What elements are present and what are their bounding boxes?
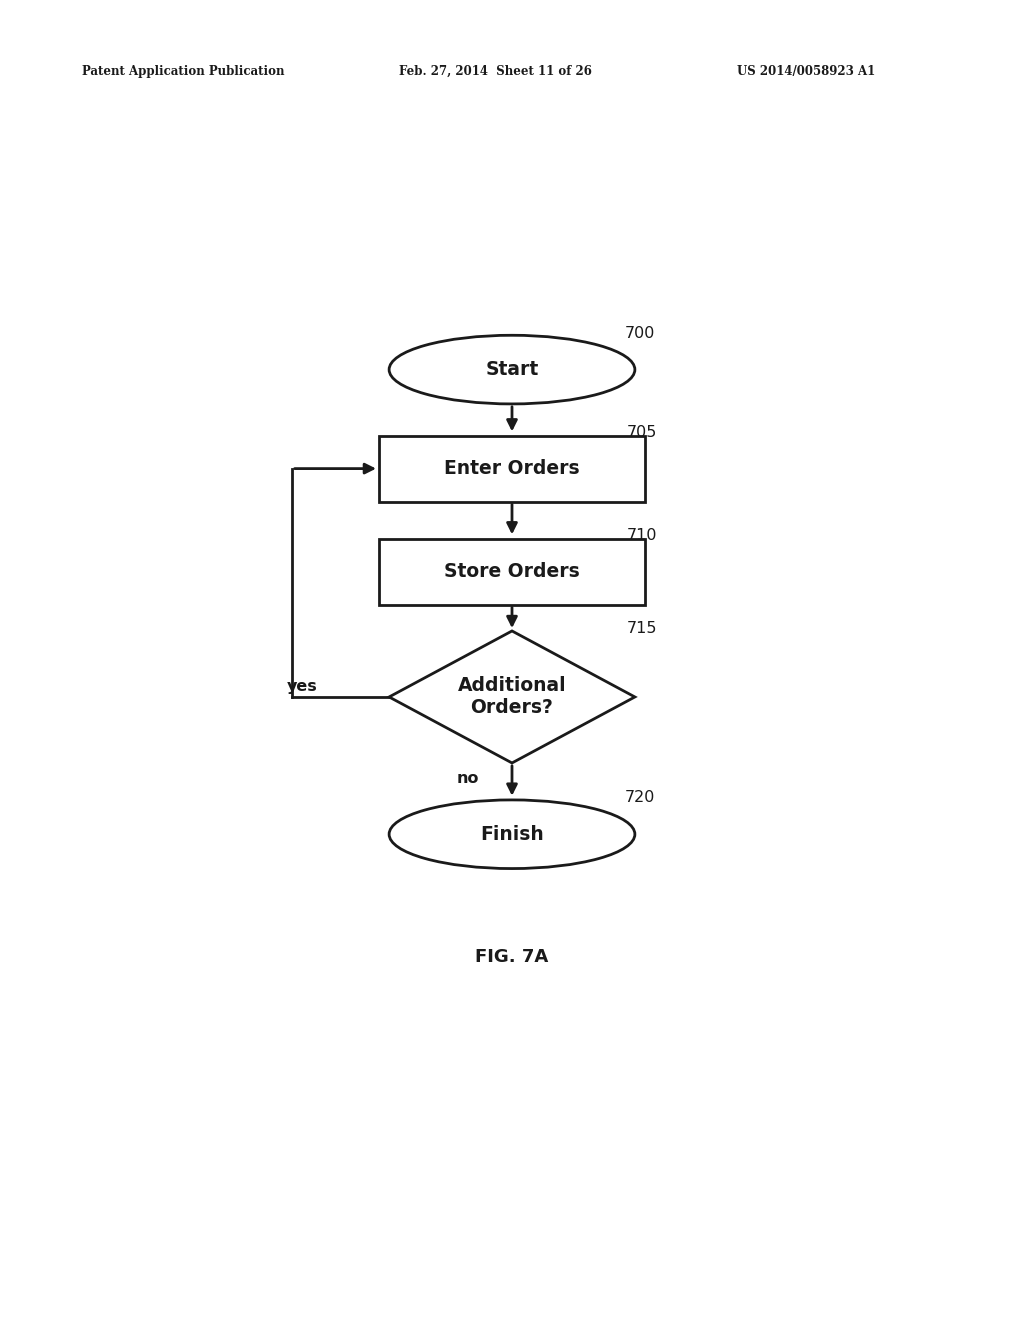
Text: 700: 700 (625, 326, 655, 341)
FancyBboxPatch shape (379, 539, 645, 605)
Text: 705: 705 (627, 425, 657, 440)
Polygon shape (389, 631, 635, 763)
Text: Additional
Orders?: Additional Orders? (458, 676, 566, 718)
Text: US 2014/0058923 A1: US 2014/0058923 A1 (737, 65, 876, 78)
Text: Finish: Finish (480, 825, 544, 843)
Text: FIG. 7A: FIG. 7A (475, 948, 549, 966)
Ellipse shape (389, 335, 635, 404)
Text: no: no (457, 771, 479, 787)
Text: Start: Start (485, 360, 539, 379)
Text: yes: yes (287, 678, 317, 694)
Text: 720: 720 (625, 791, 655, 805)
Ellipse shape (389, 800, 635, 869)
Text: Enter Orders: Enter Orders (444, 459, 580, 478)
Text: Patent Application Publication: Patent Application Publication (82, 65, 285, 78)
FancyBboxPatch shape (379, 436, 645, 502)
Text: Feb. 27, 2014  Sheet 11 of 26: Feb. 27, 2014 Sheet 11 of 26 (399, 65, 592, 78)
Text: Store Orders: Store Orders (444, 562, 580, 581)
Text: 710: 710 (627, 528, 657, 543)
Text: 715: 715 (627, 622, 657, 636)
